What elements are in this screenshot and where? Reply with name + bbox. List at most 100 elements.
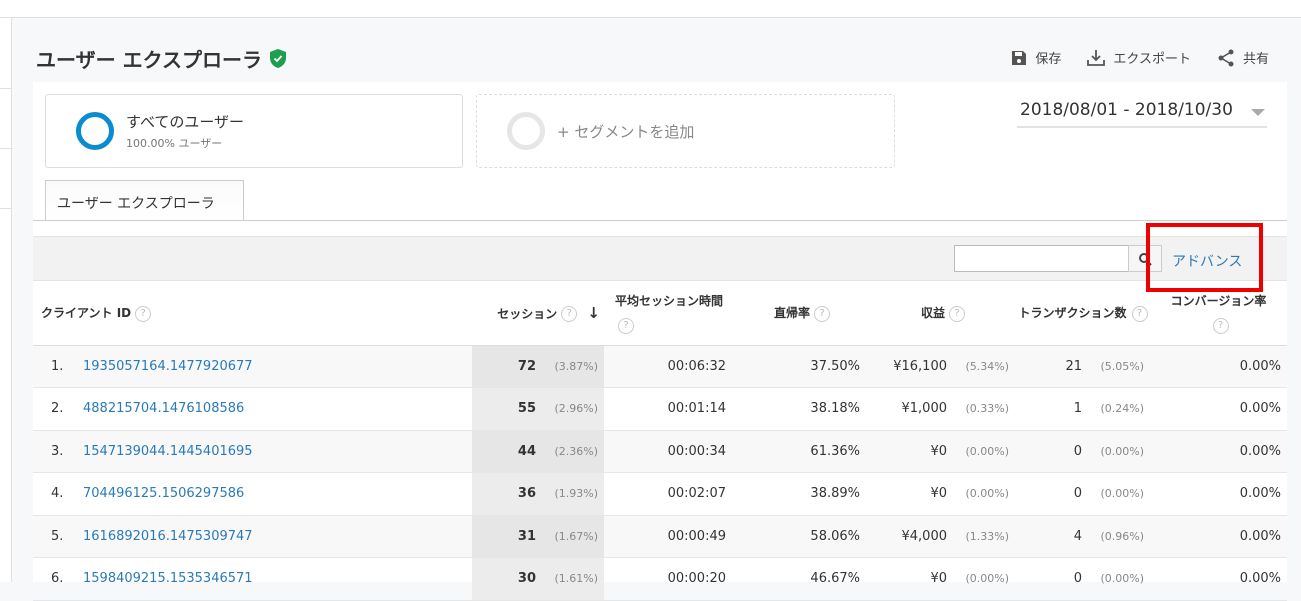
- help-icon[interactable]: ?: [949, 305, 965, 322]
- segment-name: すべてのユーザー: [126, 113, 245, 131]
- cell-revenue: ¥4,000 (1.33%): [870, 515, 1015, 558]
- segment-all-users[interactable]: すべてのユーザー 100.00% ユーザー: [45, 94, 463, 168]
- segment-ring-icon: [76, 112, 114, 150]
- cell-client-id: 4. 704496125.1506297586: [33, 472, 472, 516]
- cell-bounce: 58.06%: [740, 515, 870, 558]
- help-icon[interactable]: ?: [1212, 317, 1229, 334]
- cell-sessions: 72 (3.87%): [472, 345, 604, 388]
- sessions-pct: (1.93%): [554, 487, 598, 501]
- col-transactions[interactable]: トランザクション数?: [1015, 282, 1150, 346]
- cell-conversion: 0.00%: [1150, 557, 1287, 601]
- col-label: 収益: [920, 306, 945, 321]
- client-id-link[interactable]: 1547139044.1445401695: [83, 443, 253, 459]
- cell-client-id: 5. 1616892016.1475309747: [33, 515, 472, 558]
- cell-conversion: 0.00%: [1150, 387, 1287, 431]
- export-button[interactable]: エクスポート: [1087, 48, 1191, 67]
- col-bounce[interactable]: 直帰率?: [740, 282, 870, 346]
- cell-duration: 00:00:49: [604, 515, 740, 558]
- cell-duration: 00:00:20: [604, 557, 740, 601]
- table-row: 4. 704496125.1506297586 36 (1.93%) 00:02:0…: [33, 472, 1287, 516]
- share-button[interactable]: 共有: [1217, 48, 1269, 67]
- col-label: クライアント ID: [41, 306, 132, 321]
- save-icon: [1012, 50, 1027, 65]
- transactions-pct: (0.00%): [1100, 487, 1144, 501]
- cell-conversion: 0.00%: [1150, 430, 1287, 473]
- share-icon: [1218, 49, 1234, 66]
- cell-duration: 00:02:07: [604, 472, 740, 516]
- top-bar: [0, 0, 1301, 18]
- col-sessions[interactable]: セッション? ↓: [472, 282, 604, 346]
- transactions-value: 4: [1073, 528, 1082, 544]
- add-segment-label: + セグメントを追加: [557, 122, 695, 141]
- cell-conversion: 0.00%: [1150, 345, 1287, 388]
- add-segment-button[interactable]: + セグメントを追加: [476, 94, 895, 168]
- table-row: 2. 488215704.1476108586 55 (2.96%) 00:01:1…: [33, 387, 1287, 431]
- cell-sessions: 30 (1.61%): [472, 557, 604, 601]
- cell-revenue: ¥0 (0.00%): [870, 430, 1015, 473]
- cell-sessions: 36 (1.93%): [472, 472, 604, 516]
- transactions-value: 21: [1065, 358, 1082, 374]
- cell-conversion: 0.00%: [1150, 472, 1287, 516]
- verified-shield-icon: [269, 49, 286, 68]
- cell-bounce: 37.50%: [740, 345, 870, 388]
- col-label: 直帰率: [773, 306, 810, 321]
- sessions-pct: (1.61%): [554, 572, 598, 586]
- share-label: 共有: [1242, 52, 1269, 67]
- col-label: 平均セッション時間: [614, 294, 723, 309]
- col-label: コンバージョン率: [1170, 294, 1267, 309]
- transactions-value: 0: [1073, 443, 1082, 459]
- col-client-id[interactable]: クライアント ID?: [33, 282, 472, 346]
- client-id-link[interactable]: 488215704.1476108586: [83, 401, 245, 417]
- table-row: 1. 1935057164.1477920677 72 (3.87%) 00:06:…: [33, 345, 1287, 388]
- cell-bounce: 46.67%: [740, 557, 870, 601]
- cell-revenue: ¥1,000 (0.33%): [870, 387, 1015, 431]
- help-icon[interactable]: ?: [135, 305, 152, 322]
- cell-transactions: 0 (0.00%): [1015, 430, 1150, 473]
- sessions-pct: (2.96%): [554, 402, 598, 416]
- dropdown-caret-icon: [1251, 109, 1265, 116]
- cell-duration: 00:00:34: [604, 430, 740, 473]
- tab-divider: [33, 220, 1287, 221]
- tab-user-explorer[interactable]: ユーザー エクスプローラ: [45, 180, 244, 221]
- revenue-pct: (0.00%): [965, 444, 1009, 458]
- sessions-value: 36: [517, 486, 536, 502]
- date-range-picker[interactable]: 2018/08/01 - 2018/10/30: [1017, 96, 1267, 128]
- client-id-link[interactable]: 1616892016.1475309747: [83, 528, 253, 544]
- cell-transactions: 0 (0.00%): [1015, 472, 1150, 516]
- help-icon[interactable]: ?: [561, 306, 578, 323]
- left-sidebar: [0, 18, 12, 582]
- col-revenue[interactable]: 収益?: [870, 282, 1015, 346]
- help-icon[interactable]: ?: [814, 305, 830, 322]
- revenue-value: ¥1,000: [901, 401, 948, 417]
- transactions-value: 0: [1073, 571, 1082, 587]
- client-id-link[interactable]: 704496125.1506297586: [83, 486, 245, 502]
- row-index: 6.: [51, 571, 64, 587]
- help-icon[interactable]: ?: [618, 317, 634, 334]
- transactions-pct: (0.00%): [1100, 572, 1144, 586]
- sessions-pct: (2.36%): [554, 444, 598, 458]
- revenue-pct: (5.34%): [965, 359, 1009, 373]
- cell-bounce: 38.89%: [740, 472, 870, 516]
- cell-duration: 00:06:32: [604, 345, 740, 388]
- search-input[interactable]: [954, 245, 1129, 272]
- cell-transactions: 21 (5.05%): [1015, 345, 1150, 388]
- cell-revenue: ¥0 (0.00%): [870, 557, 1015, 601]
- cell-conversion: 0.00%: [1150, 515, 1287, 558]
- advanced-filter-link[interactable]: アドバンス: [1172, 254, 1243, 270]
- save-button[interactable]: 保存: [1011, 48, 1061, 67]
- cell-bounce: 38.18%: [740, 387, 870, 431]
- client-id-link[interactable]: 1598409215.1535346571: [83, 571, 253, 587]
- table-toolbar: アドバンス: [33, 236, 1287, 281]
- cell-duration: 00:01:14: [604, 387, 740, 431]
- transactions-value: 1: [1073, 401, 1082, 417]
- cell-client-id: 2. 488215704.1476108586: [33, 387, 472, 431]
- client-id-link[interactable]: 1935057164.1477920677: [83, 358, 253, 374]
- sessions-pct: (1.67%): [554, 529, 598, 543]
- revenue-value: ¥0: [930, 486, 947, 502]
- help-icon[interactable]: ?: [1131, 305, 1148, 322]
- date-range-text: 2018/08/01 - 2018/10/30: [1020, 100, 1233, 120]
- cell-revenue: ¥16,100 (5.34%): [870, 345, 1015, 388]
- col-conversion[interactable]: コンバージョン率?: [1150, 282, 1287, 346]
- col-avg-duration[interactable]: 平均セッション時間?: [604, 282, 740, 346]
- cell-transactions: 0 (0.00%): [1015, 557, 1150, 601]
